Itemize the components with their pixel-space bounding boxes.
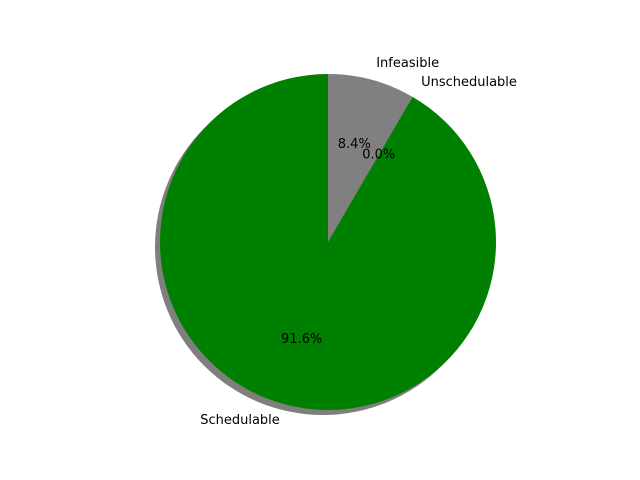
slice-label-schedulable: Schedulable bbox=[200, 413, 280, 428]
pie-slice-infeasible bbox=[328, 74, 413, 242]
pct-label-infeasible: 8.4% bbox=[338, 137, 371, 152]
pie-slice-schedulable bbox=[160, 74, 497, 410]
pct-label-unschedulable: 0.0% bbox=[362, 147, 395, 162]
pie-labels: Infeasible 8.4% Unschedulable 0.0% Schedulab… bbox=[200, 56, 517, 428]
slice-label-unschedulable: Unschedulable bbox=[421, 75, 517, 90]
pie-slices bbox=[160, 74, 497, 410]
pct-label-schedulable: 91.6% bbox=[281, 332, 322, 347]
slice-label-infeasible: Infeasible bbox=[376, 56, 439, 71]
